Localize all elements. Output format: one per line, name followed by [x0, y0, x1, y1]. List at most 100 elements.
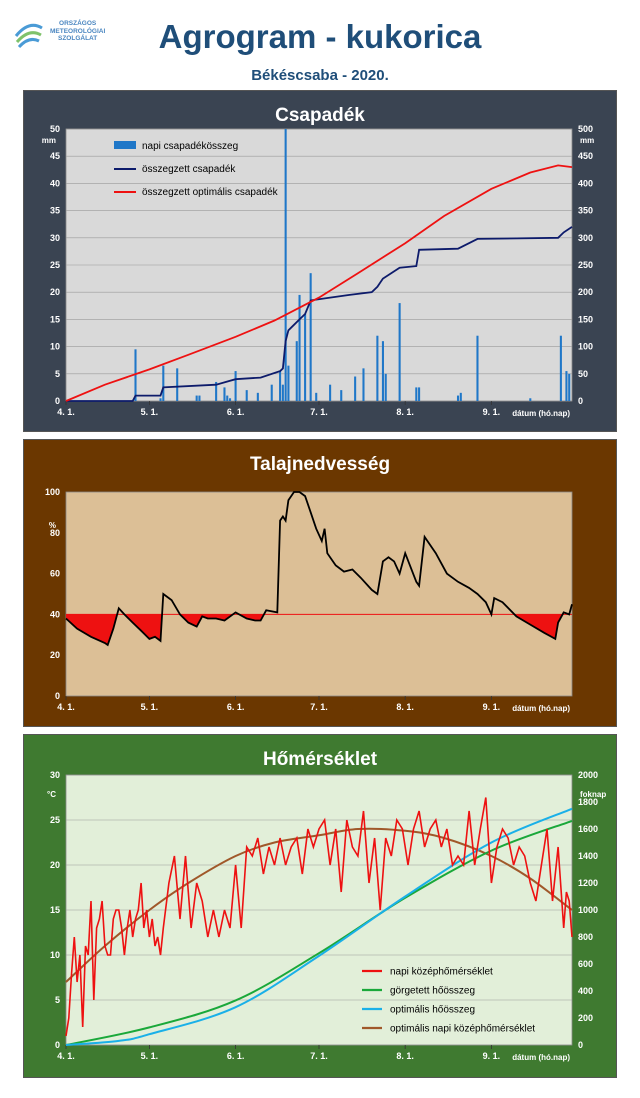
x-tick-label: 9. 1. — [483, 1051, 501, 1061]
y2-tick-label: 200 — [578, 287, 593, 297]
omsz-logo: ORSZÁGOS METEOROLÓGIAI SZOLGÁLAT — [12, 14, 132, 54]
y2-tick-label: 1200 — [578, 878, 598, 888]
y2-tick-label: 800 — [578, 932, 593, 942]
chart-title: Csapadék — [275, 105, 365, 126]
precip-bar — [226, 395, 229, 401]
x-tick-label: 8. 1. — [396, 407, 414, 417]
precip-bar — [234, 371, 237, 401]
precip-bar — [418, 387, 421, 401]
y-tick-label: 0 — [55, 1040, 60, 1050]
x-tick-label: 6. 1. — [227, 1051, 245, 1061]
y-tick-label: 30 — [50, 233, 60, 243]
x-tick-label: 7. 1. — [310, 1051, 328, 1061]
precip-bar — [384, 373, 387, 401]
y-tick-label: 5 — [55, 369, 60, 379]
temperature-chart: Hőmérséklet 0 5 10 15 20 25 30 °C 0 200 400 600 800 10… — [47, 749, 606, 1062]
precip-bar — [195, 395, 198, 401]
precip-bar — [315, 392, 318, 401]
x-axis: 4. 1. 5. 1. 6. 1. 7. 1. 8. 1. 9. 1. — [57, 696, 500, 712]
precip-bar — [398, 303, 401, 401]
precip-chart: Csapadék 0 5 10 15 20 25 30 35 40 45 50 mm 0 50 100 150 2… — [42, 105, 594, 418]
y2-tick-label: 150 — [578, 314, 593, 324]
precip-bar — [159, 398, 162, 401]
rolling-heat-sum-line — [65, 819, 573, 1046]
y-tick-label: 25 — [50, 815, 60, 825]
legend-label: optimális hőösszeg — [390, 1005, 475, 1016]
x-tick-label: 9. 1. — [483, 407, 501, 417]
legend-label: napi középhőmérséklet — [390, 967, 493, 978]
precip-bar — [176, 368, 179, 401]
y-tick-label: 80 — [50, 528, 60, 538]
y-tick-label: 15 — [50, 905, 60, 915]
precip-bar — [476, 335, 479, 401]
legend-swatch-bars — [114, 141, 136, 149]
chart-title: Hőmérséklet — [263, 749, 378, 770]
x-tick-label: 4. 1. — [57, 702, 75, 712]
y2-tick-label: 400 — [578, 986, 593, 996]
precip-bar — [223, 387, 226, 401]
y2-tick-label: 1600 — [578, 824, 598, 834]
precip-legend: napi csapadékösszeg összegzett csapadék ös… — [114, 141, 279, 198]
y2-tick-label: 1000 — [578, 905, 598, 915]
precip-bar — [215, 381, 218, 401]
precip-bar — [198, 395, 201, 401]
soil-moisture-chart: Talajnedvesség 0 20 40 60 80 100% 4. 1. 5. 1. 6. … — [45, 454, 573, 713]
y-tick-label: 10 — [50, 950, 60, 960]
x-axis-label: dátum (hó.nap) — [512, 1053, 570, 1062]
y2-tick-label: 2000 — [578, 770, 598, 780]
precip-bar — [456, 395, 460, 401]
precip-bar — [245, 390, 248, 401]
x-tick-label: 6. 1. — [227, 702, 245, 712]
precip-bar — [298, 294, 301, 401]
y-axis: 0 5 10 15 20 25 30 35 40 45 50 mm — [42, 124, 572, 406]
temperature-panel: Hőmérséklet 0 5 10 15 20 25 30 °C 0 200 400 600 800 10… — [23, 734, 617, 1078]
y-axis: 0 20 40 60 80 100% — [45, 487, 60, 701]
legend-label: görgetett hőösszeg — [390, 986, 475, 997]
precip-bar — [295, 341, 298, 401]
y2-tick-label: 0 — [578, 396, 583, 406]
legend-label: optimális napi középhőmérséklet — [390, 1024, 535, 1035]
y2-tick-label: 100 — [578, 342, 593, 352]
precip-bar — [376, 335, 379, 401]
optimal-heat-sum-line — [65, 807, 573, 1046]
y-tick-label: 50 — [50, 124, 60, 134]
y-tick-label: 10 — [50, 342, 60, 352]
precip-bar — [256, 392, 259, 401]
y2-axis-label: mm — [580, 136, 594, 145]
legend-label: összegzett csapadék — [142, 164, 236, 175]
y2-tick-label: 350 — [578, 206, 593, 216]
precip-bar — [281, 384, 284, 401]
temperature-legend: napi középhőmérséklet görgetett hőösszeg o… — [362, 967, 535, 1035]
precip-bar — [459, 392, 462, 401]
precip-bar — [354, 376, 357, 401]
precip-bar — [279, 371, 282, 401]
y2-axis: 0 50 100 150 200 250 300 350 400 450 500 mm — [578, 124, 594, 406]
plot-area — [65, 491, 573, 697]
y-tick-label: 40 — [50, 609, 60, 619]
y-tick-label: 5 — [55, 995, 60, 1005]
legend-label: összegzett optimális csapadék — [142, 187, 279, 198]
y2-tick-label: 1800 — [578, 797, 598, 807]
x-axis-label: dátum (hó.nap) — [512, 704, 570, 713]
y2-tick-label: 450 — [578, 151, 593, 161]
x-tick-label: 9. 1. — [483, 702, 501, 712]
y-tick-label: 20 — [50, 860, 60, 870]
y2-tick-label: 300 — [578, 233, 593, 243]
precip-bar — [329, 384, 332, 401]
x-tick-label: 4. 1. — [57, 407, 75, 417]
y2-tick-label: 250 — [578, 260, 593, 270]
y-tick-label: 25 — [50, 260, 60, 270]
page-title: Agrogram - kukorica — [158, 18, 482, 55]
y2-tick-label: 0 — [578, 1040, 583, 1050]
precip-bar — [270, 384, 273, 401]
x-tick-label: 8. 1. — [396, 1051, 414, 1061]
soil-moisture-line — [65, 491, 573, 647]
logo-mark-icon — [14, 23, 43, 49]
precip-bar — [134, 349, 137, 401]
y-tick-label: 100 — [45, 487, 60, 497]
logo-text: ORSZÁGOS METEOROLÓGIAI SZOLGÁLAT — [50, 20, 106, 42]
y2-tick-label: 1400 — [578, 851, 598, 861]
precip-bar — [284, 129, 287, 401]
y-tick-label: 30 — [50, 770, 60, 780]
page-subtitle: Békéscsaba - 2020. — [251, 67, 389, 84]
